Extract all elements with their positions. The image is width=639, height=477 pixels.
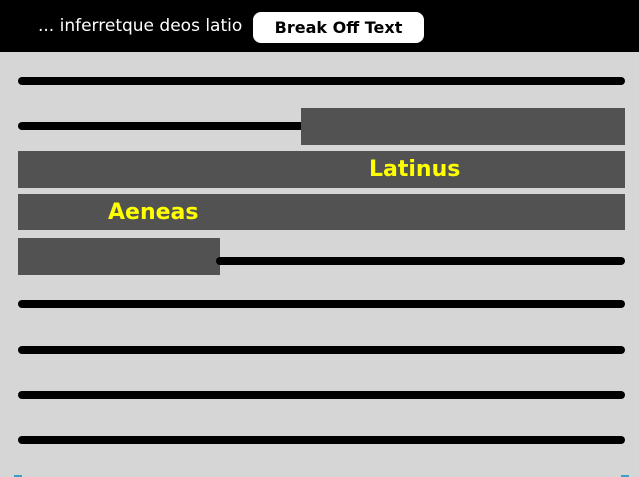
corner-marker-right [621, 475, 629, 477]
quote-text: ... inferretque deos latio [38, 16, 243, 36]
top-bar: ... inferretque deos latio Break Off Tex… [0, 0, 639, 52]
highlight-word: Aeneas [108, 200, 199, 225]
text-block-selected[interactable] [301, 108, 625, 145]
break-off-text-button[interactable]: Break Off Text [253, 12, 424, 43]
text-line [18, 436, 625, 444]
text-block-selected[interactable] [18, 194, 625, 230]
text-line [18, 122, 304, 130]
text-line [18, 77, 625, 85]
highlight-word: Latinus [369, 157, 461, 182]
text-block-selected[interactable] [18, 238, 220, 275]
text-line [216, 257, 625, 265]
text-line [18, 300, 625, 308]
corner-marker-left [14, 475, 22, 477]
text-line [18, 391, 625, 399]
text-block-selected[interactable] [18, 151, 625, 188]
text-line [18, 346, 625, 354]
